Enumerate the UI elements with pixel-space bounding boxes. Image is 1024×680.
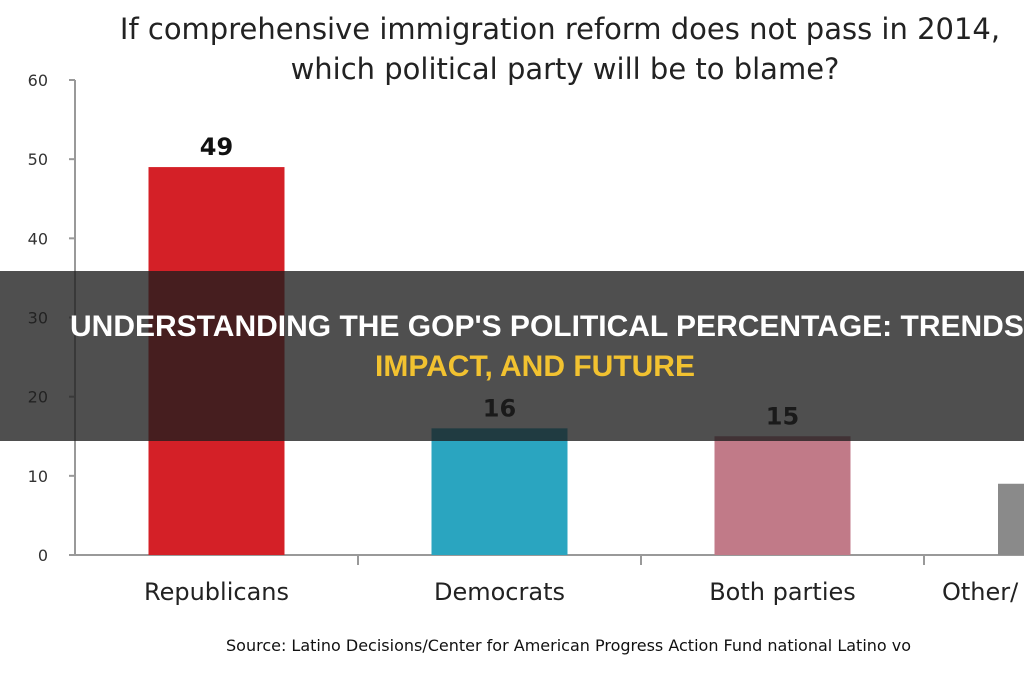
- x-tick-label: Both parties: [709, 578, 856, 606]
- data-label: 49: [200, 133, 233, 161]
- bar-both-parties: [714, 436, 851, 555]
- x-tick-label: Other/: [942, 578, 1019, 606]
- bar-democrats: [431, 428, 568, 555]
- y-tick-label: 60: [28, 71, 48, 90]
- banner-title-line-1: UNDERSTANDING THE GOP'S POLITICAL PERCEN…: [70, 310, 1024, 343]
- chart-title-line-2: which political party will be to blame?: [290, 52, 840, 86]
- x-tick-label: Republicans: [144, 578, 289, 606]
- x-tick-label: Democrats: [434, 578, 565, 606]
- y-tick-label: 50: [28, 150, 48, 169]
- title-banner: [0, 271, 1024, 441]
- y-tick-label: 10: [28, 467, 48, 486]
- bar-other-: [998, 483, 1024, 555]
- banner-title-line-2: IMPACT, AND FUTURE: [375, 350, 695, 383]
- y-tick-label: 0: [38, 546, 48, 565]
- chart-source: Source: Latino Decisions/Center for Amer…: [226, 636, 912, 655]
- y-tick-label: 40: [28, 229, 48, 248]
- chart-title-line-1: If comprehensive immigration reform does…: [119, 12, 1001, 46]
